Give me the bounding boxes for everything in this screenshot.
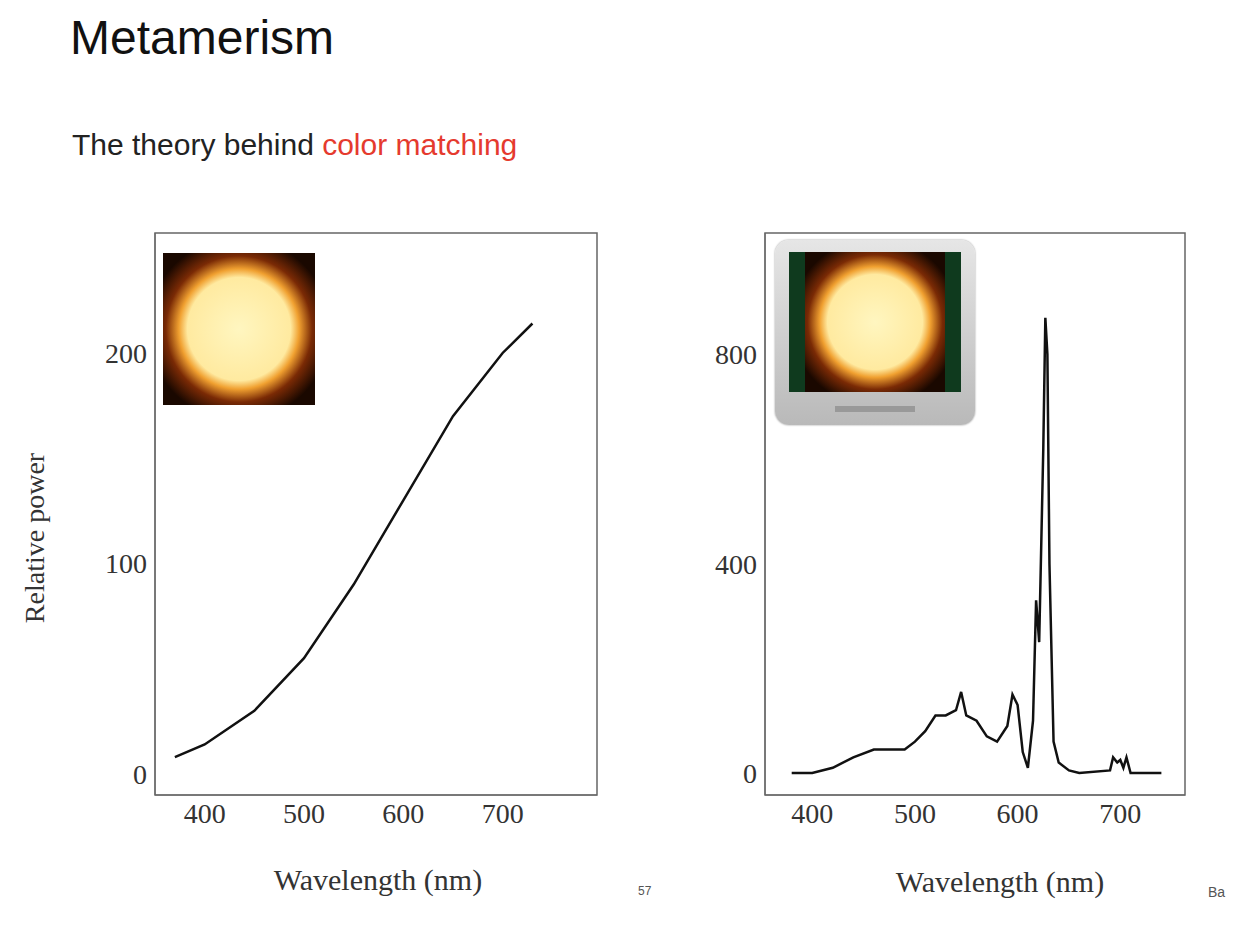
html-text:Relative power: Relative power (19, 452, 50, 624)
svg-text:700: 700 (482, 798, 524, 829)
svg-text:600: 600 (997, 798, 1039, 829)
svg-text:100: 100 (105, 548, 147, 579)
svg-text:500: 500 (894, 798, 936, 829)
html-text:The theory behind color matchi: The theory behind color matching (72, 128, 518, 161)
svg-text:400: 400 (184, 798, 226, 829)
svg-text:600: 600 (382, 798, 424, 829)
svg-text:0: 0 (743, 758, 757, 789)
svg-text:200: 200 (105, 338, 147, 369)
html-text:Ba: Ba (1208, 884, 1226, 900)
html-text:Wavelength (nm): Wavelength (nm) (273, 863, 483, 896)
svg-text:800: 800 (715, 339, 757, 370)
svg-text:0: 0 (133, 759, 147, 790)
svg-text:400: 400 (715, 549, 757, 580)
html-text:57: 57 (638, 884, 652, 898)
svg-text:700: 700 (1099, 798, 1141, 829)
html-text:Metamerism: Metamerism (70, 11, 334, 64)
svg-text:500: 500 (283, 798, 325, 829)
html-text:Wavelength (nm): Wavelength (nm) (895, 865, 1105, 898)
svg-text:400: 400 (791, 798, 833, 829)
